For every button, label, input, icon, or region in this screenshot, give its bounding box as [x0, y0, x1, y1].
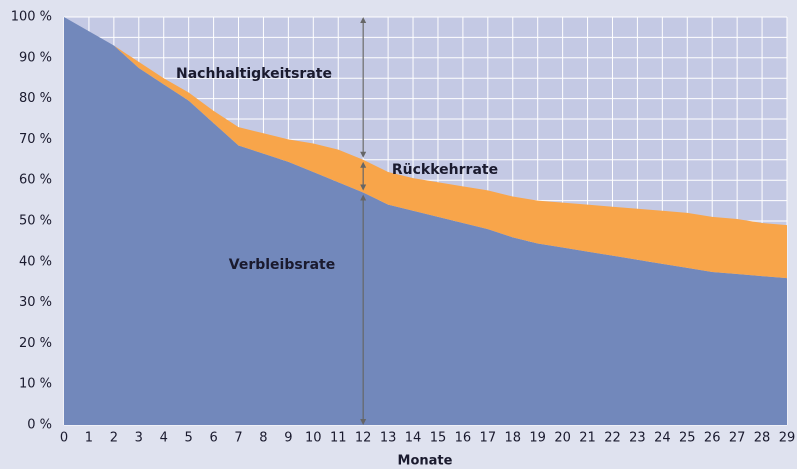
x-tick-label: 7	[234, 431, 242, 446]
x-tick-label: 19	[529, 431, 546, 446]
y-tick-label: 0 %	[27, 418, 52, 433]
x-tick-label: 27	[729, 431, 746, 446]
y-tick-label: 30 %	[19, 295, 52, 310]
arrowhead	[360, 419, 367, 425]
x-tick-label: 29	[779, 431, 796, 446]
x-tick-label: 10	[305, 431, 322, 446]
area	[64, 17, 787, 425]
x-tick-label: 8	[259, 431, 267, 446]
arrowhead	[360, 184, 367, 191]
series-label: Rückkehrrate	[392, 162, 498, 178]
x-tick-label: 24	[654, 431, 671, 446]
arrowhead	[360, 194, 367, 201]
arrowhead	[360, 151, 367, 158]
x-tick-label: 18	[504, 431, 521, 446]
series-label: Verbleibsrate	[229, 257, 335, 273]
y-tick-label: 50 %	[19, 214, 52, 229]
x-tick-label: 5	[185, 431, 193, 446]
y-tick-label: 100 %	[11, 10, 52, 25]
x-tick-label: 17	[480, 431, 497, 446]
area	[64, 17, 787, 279]
x-tick-label: 16	[455, 431, 472, 446]
x-tick-label: 20	[554, 431, 571, 446]
x-tick-label: 21	[579, 431, 596, 446]
x-tick-label: 12	[355, 431, 372, 446]
y-tick-label: 60 %	[19, 173, 52, 188]
x-tick-label: 26	[704, 431, 721, 446]
x-tick-label: 13	[380, 431, 397, 446]
x-tick-label: 22	[604, 431, 621, 446]
annotation: Nachhaltigkeitsrate	[176, 66, 332, 82]
y-tick-label: 10 %	[19, 377, 52, 392]
y-tick-label: 80 %	[19, 91, 52, 106]
x-tick-label: 9	[284, 431, 292, 446]
x-tick-label: 28	[754, 431, 771, 446]
plot-area	[63, 16, 788, 426]
x-tick-label: 23	[629, 431, 646, 446]
y-tick-label: 40 %	[19, 254, 52, 269]
x-tick-label: 11	[330, 431, 347, 446]
x-tick-label: 0	[60, 431, 68, 446]
arrowhead	[360, 161, 367, 168]
x-tick-label: 3	[135, 431, 143, 446]
x-tick-label: 14	[405, 431, 422, 446]
y-tick-label: 70 %	[19, 132, 52, 147]
x-tick-label: 15	[430, 431, 447, 446]
x-tick-label: 25	[679, 431, 696, 446]
x-tick-label: 6	[209, 431, 217, 446]
overlay: Nachhaltigkeitsrate Rückkehrrate Verbleibs…	[176, 17, 498, 425]
arrowhead	[360, 17, 367, 23]
x-axis-label: Monate	[398, 454, 453, 469]
x-tick-label: 4	[160, 431, 168, 446]
x-tick-label: 1	[85, 431, 93, 446]
y-tick-label: 20 %	[19, 336, 52, 351]
y-tick-label: 90 %	[19, 50, 52, 65]
x-tick-label: 2	[110, 431, 118, 446]
